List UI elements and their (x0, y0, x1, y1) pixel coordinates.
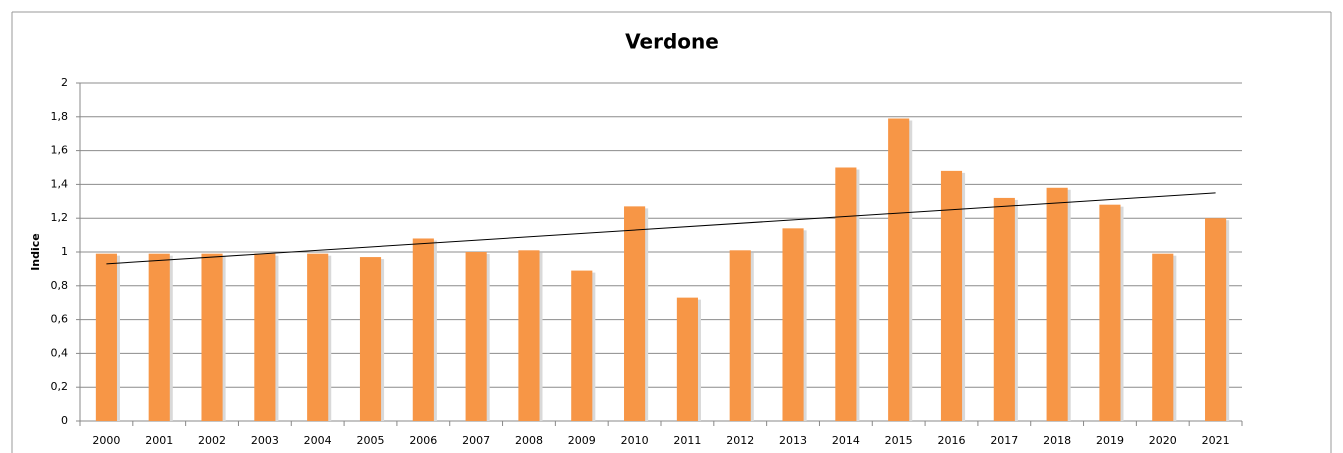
y-axis-label: Indice (29, 233, 42, 271)
x-tick-label: 2013 (779, 434, 807, 447)
x-tick-label: 2021 (1202, 434, 1230, 447)
x-tick-label: 2015 (885, 434, 913, 447)
bar (782, 228, 804, 421)
bar (835, 167, 857, 421)
x-tick-label: 2002 (198, 434, 226, 447)
x-tick-label: 2008 (515, 434, 543, 447)
bar (940, 170, 963, 421)
x-tick-label: 2005 (357, 434, 385, 447)
bar (95, 253, 117, 421)
bar (1152, 253, 1174, 421)
bar (412, 238, 434, 421)
x-tick-label: 2000 (92, 434, 120, 447)
bar (359, 257, 382, 421)
bar (571, 270, 593, 421)
bar (1205, 218, 1227, 421)
y-tick-label: 1,4 (51, 177, 69, 190)
x-tick-label: 2007 (462, 434, 490, 447)
bar (624, 206, 646, 421)
x-tick-label: 2016 (938, 434, 966, 447)
bar (729, 250, 751, 421)
x-tick-label: 2011 (673, 434, 701, 447)
bar (201, 253, 223, 421)
x-tick-label: 2019 (1096, 434, 1124, 447)
y-tick-label: 1 (61, 245, 68, 258)
bar (254, 253, 276, 421)
bar (993, 197, 1015, 421)
x-tick-label: 2009 (568, 434, 596, 447)
bar (676, 297, 698, 421)
y-tick-label: 0,8 (51, 279, 69, 292)
x-tick-label: 2018 (1043, 434, 1071, 447)
y-tick-label: 1,8 (51, 110, 69, 123)
bar (307, 253, 329, 421)
y-tick-label: 0,2 (51, 380, 69, 393)
y-tick-label: 1,6 (51, 144, 69, 157)
x-tick-label: 2004 (304, 434, 332, 447)
bar (888, 118, 910, 422)
y-tick-label: 0 (61, 414, 68, 427)
x-tick-label: 2003 (251, 434, 279, 447)
x-tick-label: 2010 (621, 434, 649, 447)
x-tick-label: 2020 (1149, 434, 1177, 447)
x-tick-label: 2017 (990, 434, 1018, 447)
bar (518, 250, 540, 421)
x-tick-label: 2001 (145, 434, 173, 447)
y-tick-label: 0,6 (51, 313, 69, 326)
bar (465, 252, 487, 421)
x-tick-label: 2006 (409, 434, 437, 447)
x-tick-label: 2014 (832, 434, 860, 447)
trendline (106, 192, 1216, 265)
chart-title: Verdone (625, 30, 719, 54)
y-tick-label: 0,4 (51, 346, 69, 359)
y-tick-label: 2 (61, 76, 68, 89)
y-tick-label: 1,2 (51, 211, 69, 224)
bar (148, 253, 170, 421)
bar (1099, 204, 1121, 421)
bar (1046, 187, 1068, 421)
x-tick-label: 2012 (726, 434, 754, 447)
